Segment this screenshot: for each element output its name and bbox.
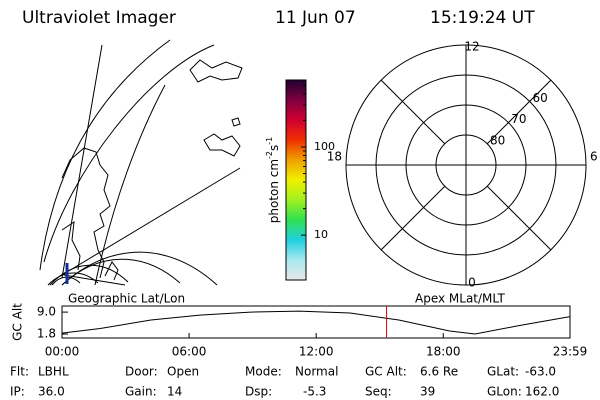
coastline: [104, 261, 119, 281]
meridian: [39, 39, 171, 271]
coastline: [189, 59, 243, 83]
status-label: IP:: [10, 385, 25, 399]
status-label: Seq:: [365, 385, 392, 399]
meridian: [63, 274, 126, 286]
x-tick-label: 12:00: [299, 345, 334, 359]
date: 11 Jun 07: [275, 8, 356, 28]
colorbar: [285, 79, 307, 281]
y-tick-label: 9.0: [37, 305, 56, 319]
status-value: Open: [167, 365, 199, 379]
x-tick-label: 00:00: [45, 345, 80, 359]
status-label: GLat:: [487, 365, 519, 379]
status-label: Flt:: [10, 365, 29, 379]
status-value: 39: [420, 385, 435, 399]
meridian: [43, 44, 215, 263]
colorbar-label: photon cm-2s-1: [265, 137, 281, 224]
status-label: Door:: [125, 365, 158, 379]
label-sup: -1: [265, 137, 274, 145]
coastline: [231, 117, 241, 127]
coastline: [203, 133, 241, 157]
lat-ring-label: 80: [490, 133, 505, 147]
lat-circle: [47, 272, 99, 286]
status-label: GLon:: [487, 385, 522, 399]
status-value: 162.0: [525, 385, 559, 399]
colorbar-tick-label: 100: [314, 140, 335, 153]
status-value: 14: [167, 385, 182, 399]
polar-label: Apex MLat/MLT: [415, 292, 505, 306]
status-value: 36.0: [38, 385, 65, 399]
mlt-spoke: [486, 79, 552, 145]
status-value: 6.6 Re: [420, 365, 458, 379]
title: Ultraviolet Imager: [22, 8, 176, 28]
status-value: LBHL: [38, 365, 69, 379]
y-axis-label: GC Alt: [11, 303, 25, 341]
mlt-spoke: [486, 185, 552, 251]
label-sup: -2: [265, 151, 274, 159]
coastline: [61, 220, 81, 271]
map-label: Geographic Lat/Lon: [68, 292, 185, 306]
x-tick-label: 18:00: [426, 345, 461, 359]
meridian: [61, 167, 241, 276]
label-part: s: [267, 145, 281, 151]
lat-ring-label: 70: [511, 112, 526, 126]
label-part: photon cm: [267, 159, 281, 223]
orbit-line: [61, 310, 571, 335]
status-value: -63.0: [525, 365, 556, 379]
status-label: Mode:: [245, 365, 282, 379]
meridian: [61, 44, 103, 279]
time: 15:19:24 UT: [430, 8, 535, 28]
coastline: [61, 147, 111, 279]
geographic-map: [39, 39, 243, 286]
status-label: GC Alt:: [365, 365, 407, 379]
mlt-label: 18: [327, 150, 342, 164]
colorbar-tick-label: 10: [314, 228, 328, 241]
mlt-label: 0: [468, 276, 476, 290]
lat-ring-label: 60: [532, 91, 547, 105]
mlt-spoke: [380, 185, 446, 251]
status-label: Dsp:: [245, 385, 272, 399]
mlt-label: 6: [590, 150, 598, 164]
y-tick-label: 1.8: [37, 327, 56, 341]
status-value: Normal: [295, 365, 338, 379]
status-label: Gain:: [125, 385, 157, 399]
mlt-spoke: [380, 79, 446, 145]
status-value: -5.3: [303, 385, 326, 399]
lat-circle: [61, 258, 181, 286]
x-tick-label: 23:59: [553, 345, 588, 359]
mlt-label: 12: [464, 40, 479, 54]
x-tick-label: 06:00: [172, 345, 207, 359]
